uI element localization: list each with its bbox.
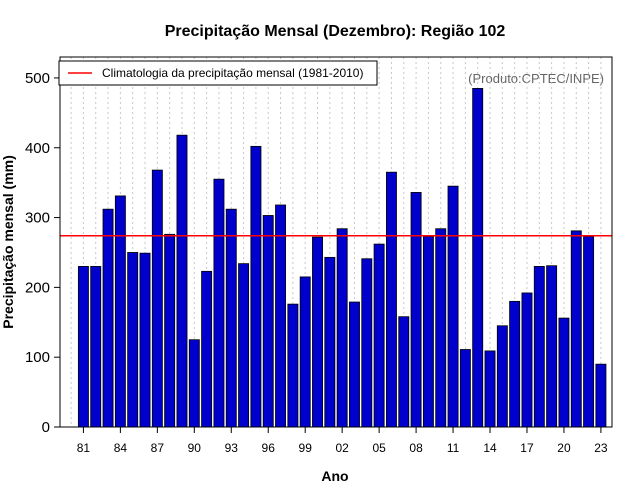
chart-title: Precipitação Mensal (Dezembro): Região 1…	[165, 23, 506, 40]
bar	[238, 263, 250, 428]
bar	[459, 349, 471, 428]
bar	[77, 266, 89, 428]
bar	[324, 256, 336, 428]
bar	[225, 208, 237, 428]
bar	[201, 270, 213, 428]
y-axis-label: Precipitação mensal (mm)	[0, 155, 16, 329]
bar	[422, 236, 434, 428]
bar	[472, 88, 484, 428]
x-tick-label: 96	[262, 441, 276, 455]
bar	[496, 325, 508, 428]
x-tick-label: 84	[114, 441, 128, 455]
bar	[287, 303, 299, 428]
bar	[114, 195, 126, 428]
x-tick-label: 02	[335, 441, 349, 455]
bar	[509, 300, 521, 428]
bar	[275, 204, 287, 428]
bar	[102, 208, 114, 428]
credit-text: (Produto:CPTEC/INPE)	[468, 71, 604, 86]
bar	[176, 134, 188, 428]
bar	[312, 236, 323, 428]
x-tick-label: 93	[225, 441, 239, 455]
bar	[336, 228, 348, 428]
x-tick-label: 90	[188, 441, 202, 455]
y-tick-label: 300	[25, 210, 50, 227]
bar	[250, 145, 262, 428]
y-tick-label: 100	[25, 349, 50, 366]
bar	[435, 228, 447, 428]
x-tick-label: 81	[77, 441, 91, 455]
bar	[533, 266, 545, 428]
bar	[385, 171, 397, 428]
bar	[546, 265, 558, 428]
x-tick-label: 08	[409, 441, 423, 455]
bar	[188, 339, 200, 428]
bar	[213, 178, 225, 428]
x-tick-label: 23	[594, 441, 608, 455]
y-tick-label: 0	[42, 419, 50, 436]
x-tick-label: 05	[372, 441, 386, 455]
bar	[595, 363, 607, 428]
bar	[484, 350, 496, 428]
bar	[361, 258, 373, 428]
bar	[349, 301, 360, 428]
bar	[521, 292, 533, 428]
x-axis-label: Ano	[321, 468, 348, 484]
y-tick-label: 500	[25, 70, 50, 87]
bar	[583, 236, 595, 428]
x-tick-label: 14	[483, 441, 497, 455]
bar	[570, 230, 582, 428]
x-tick-label: 17	[520, 441, 534, 455]
bar	[164, 233, 176, 428]
bar	[151, 169, 163, 428]
bar	[447, 185, 459, 428]
x-tick-label: 20	[557, 441, 571, 455]
bar	[127, 252, 139, 428]
y-tick-label: 200	[25, 279, 50, 296]
bar	[410, 192, 422, 428]
bar	[90, 266, 102, 428]
bar	[262, 215, 274, 428]
x-tick-label: 99	[299, 441, 313, 455]
legend: Climatologia da precipitação mensal (198…	[58, 60, 378, 86]
legend-box	[58, 60, 378, 86]
x-tick-label: 11	[447, 441, 460, 455]
plot-area: 0 100 200 300 400 500 81 84 87 90 93 96 99 02 05 08 11 14…	[25, 56, 613, 455]
bar	[373, 243, 385, 428]
x-tick-label: 87	[151, 441, 165, 455]
bar	[558, 317, 570, 428]
bar	[398, 316, 410, 428]
bar	[299, 276, 311, 428]
legend-entry-climatology: Climatologia da precipitação mensal (198…	[102, 66, 363, 80]
y-tick-label: 400	[25, 140, 50, 157]
plot-frame	[59, 56, 613, 428]
bar	[139, 252, 151, 428]
